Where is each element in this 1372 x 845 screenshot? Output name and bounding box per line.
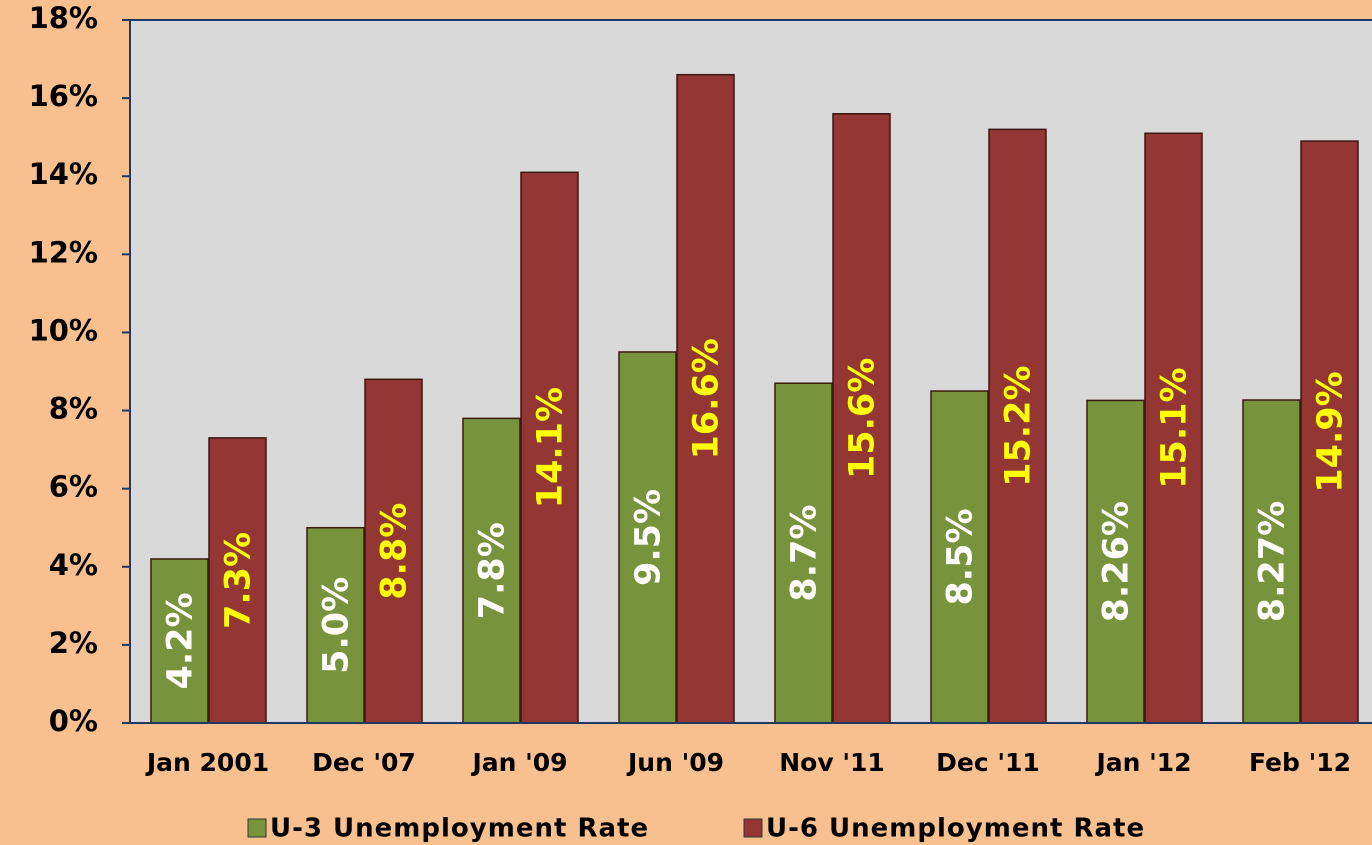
bar <box>930 390 989 724</box>
data-label: 4.2% <box>161 592 201 689</box>
legend-label: U-3 Unemployment Rate <box>270 814 649 844</box>
data-label: 8.27% <box>1253 501 1293 622</box>
bar <box>150 558 209 724</box>
x-tick-label: Dec '11 <box>936 748 1040 777</box>
bar <box>306 526 365 724</box>
x-tick-label: Dec '07 <box>312 748 416 777</box>
bar <box>364 378 423 724</box>
data-label: 15.1% <box>1155 367 1195 488</box>
bar <box>520 171 579 724</box>
x-tick-label: Jan 2001 <box>145 748 269 777</box>
data-label: 8.26% <box>1097 501 1137 622</box>
data-label: 15.6% <box>843 358 883 479</box>
x-tick-label: Jan '12 <box>1094 748 1191 777</box>
y-tick-label: 18% <box>29 1 98 35</box>
bar <box>1242 399 1301 724</box>
y-tick-label: 8% <box>49 392 98 426</box>
bar <box>618 351 677 724</box>
bar <box>1086 399 1145 724</box>
bar <box>462 417 521 724</box>
data-label: 16.6% <box>687 338 727 459</box>
bar <box>988 128 1047 724</box>
y-tick-label: 6% <box>49 470 98 504</box>
data-label: 14.9% <box>1311 371 1351 492</box>
y-tick-label: 14% <box>29 157 98 191</box>
y-tick-label: 4% <box>49 548 98 582</box>
x-tick-label: Jan '09 <box>470 748 567 777</box>
y-tick-label: 16% <box>29 79 98 113</box>
x-tick-label: Nov '11 <box>779 748 885 777</box>
bar <box>1144 132 1203 724</box>
y-tick-label: 2% <box>49 626 98 660</box>
bar <box>774 382 833 724</box>
data-label: 8.8% <box>375 503 415 600</box>
y-tick-label: 0% <box>49 704 98 738</box>
x-tick-label: Feb '12 <box>1249 748 1351 777</box>
x-tick-label: Jun '09 <box>626 748 724 777</box>
data-label: 7.8% <box>473 522 513 619</box>
data-label: 8.5% <box>941 508 981 605</box>
legend-label: U-6 Unemployment Rate <box>766 814 1145 844</box>
y-tick-label: 12% <box>29 235 98 269</box>
legend-swatch <box>247 818 267 838</box>
data-label: 14.1% <box>531 387 571 508</box>
data-label: 5.0% <box>317 577 357 674</box>
data-label: 8.7% <box>785 505 825 602</box>
data-label: 7.3% <box>219 532 259 629</box>
y-tick-label: 10% <box>29 313 98 347</box>
bar <box>208 437 267 724</box>
legend-swatch <box>743 818 763 838</box>
data-label: 15.2% <box>999 365 1039 486</box>
bar <box>1300 140 1359 724</box>
bar <box>676 73 735 724</box>
data-label: 9.5% <box>629 489 669 586</box>
